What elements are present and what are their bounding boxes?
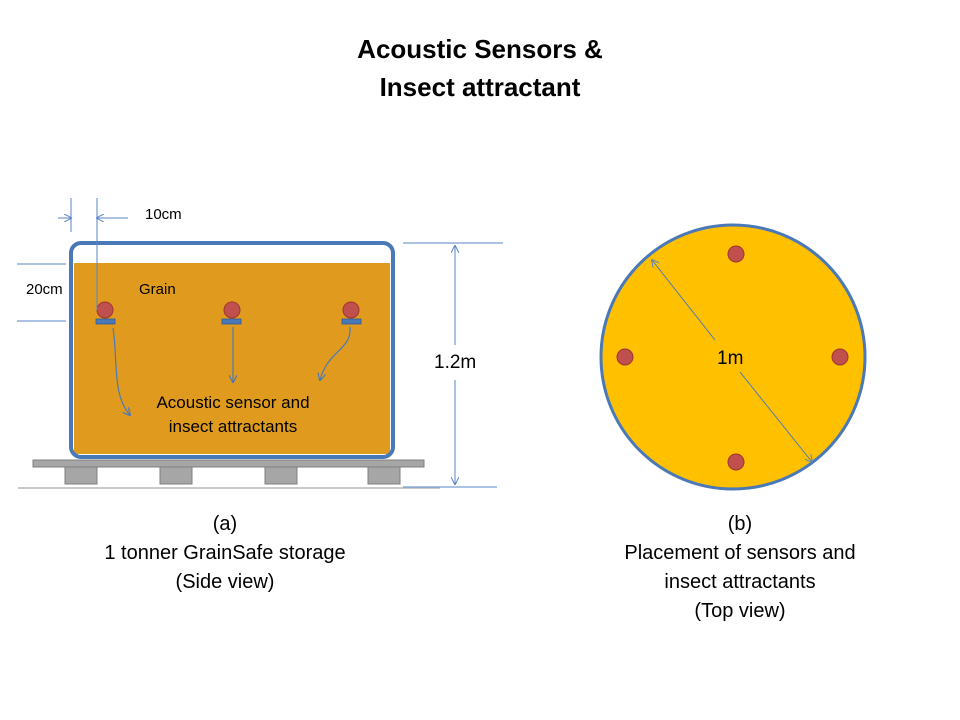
caption-side-view-letter: (a) [212,513,238,535]
pallet-foot [367,465,401,485]
pallet-board [32,459,425,468]
caption-side-view: (a) 1 tonner GrainSafe storage (Side vie… [60,510,390,597]
caption-top-view-letter: (b) [727,513,753,535]
sensor [831,348,849,366]
title-line-1: Acoustic Sensors & [357,34,603,64]
pallet-foot [64,465,98,485]
top-view: 1m [599,223,867,491]
caption-side-view-title: 1 tonner GrainSafe storage [104,542,346,564]
callout-arrow [320,326,351,380]
title-line-2: Insect attractant [379,72,581,102]
sensor [727,245,745,263]
storage-top-disc [599,223,867,491]
sensor [727,453,745,471]
grain-label: Grain [139,281,176,298]
dim-label-20cm: 20cm [26,281,63,298]
sensor [221,301,242,325]
caption-top-view-title-1: Placement of sensors and [624,542,856,564]
side-view: Acoustic sensor and insect attractants G… [17,198,503,489]
dim-label-10cm: 10cm [145,206,182,223]
caption-top-view-subtitle: (Top view) [694,600,786,622]
storage-container [69,241,395,459]
dim-label-1-2m: 1.2m [434,352,476,373]
diameter-arrow [739,371,812,462]
callout-label-line-2: insect attractants [169,417,298,436]
diameter-label: 1m [717,348,743,369]
caption-top-view: (b) Placement of sensors and insect attr… [570,510,910,626]
caption-top-view-title-2: insect attractants [664,571,816,593]
diameter-arrow [652,260,716,341]
callout-label-line-1: Acoustic sensor and [156,393,309,412]
sensor [616,348,634,366]
caption-side-view-subtitle: (Side view) [175,571,275,593]
callout-arrow [112,327,130,415]
sensor [341,301,362,325]
pallet-foot [264,465,298,485]
grain-fill [74,263,390,454]
pallet-foot [159,465,193,485]
